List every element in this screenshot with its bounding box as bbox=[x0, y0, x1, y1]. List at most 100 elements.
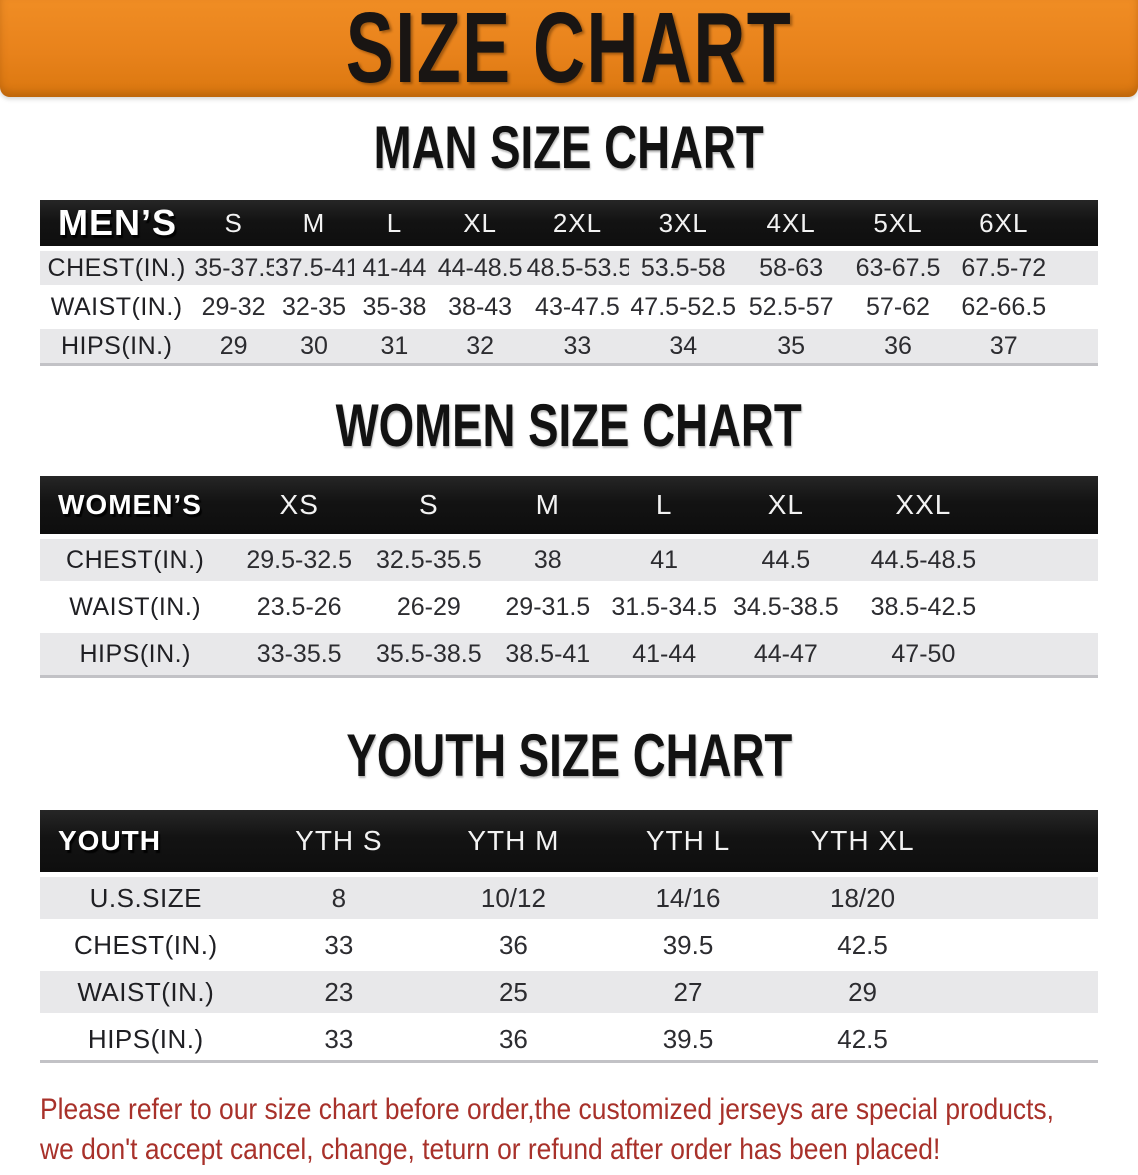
women-group-label: WOMEN’S bbox=[40, 476, 231, 534]
women-size-header: L bbox=[606, 476, 723, 534]
women-chest-row: CHEST(IN.) 29.5-32.5 32.5-35.5 38 41 44.… bbox=[40, 539, 1098, 581]
cell: 44.5 bbox=[722, 539, 850, 581]
cell: 26-29 bbox=[367, 586, 490, 628]
men-size-header: 4XL bbox=[737, 200, 846, 246]
men-size-header: 5XL bbox=[845, 200, 951, 246]
cell: 29-32 bbox=[193, 290, 274, 324]
cell: 38.5-42.5 bbox=[849, 586, 998, 628]
cell: 63-67.5 bbox=[845, 251, 951, 285]
cell: 32-35 bbox=[273, 290, 355, 324]
women-size-table: WOMEN’S XS S M L XL XXL CHEST(IN.) 29.5-… bbox=[40, 471, 1098, 683]
women-size-header: XXL bbox=[849, 476, 998, 534]
cell: 35-37.5 bbox=[193, 251, 274, 285]
cell: 38 bbox=[489, 539, 606, 581]
row-label: WAIST(IN.) bbox=[40, 290, 194, 324]
footer-line-2: we don't accept cancel, change, teturn o… bbox=[40, 1130, 1138, 1170]
cell: 33-35.5 bbox=[230, 633, 368, 678]
cell: 35.5-38.5 bbox=[367, 633, 490, 678]
cell: 44-47 bbox=[722, 633, 850, 678]
spacer-cell bbox=[1056, 200, 1098, 246]
footer-note: Please refer to our size chart before or… bbox=[40, 1090, 1138, 1170]
spacer-cell bbox=[997, 476, 1098, 534]
men-size-header: XL bbox=[434, 200, 526, 246]
cell: 67.5-72 bbox=[950, 251, 1057, 285]
size-chart-banner: SIZE CHART bbox=[0, 0, 1138, 104]
cell: 23 bbox=[251, 971, 427, 1013]
men-hips-row: HIPS(IN.) 29 30 31 32 33 34 35 36 37 bbox=[40, 329, 1098, 366]
spacer-cell bbox=[1056, 251, 1098, 285]
spacer-cell bbox=[949, 877, 1098, 919]
cell: 37 bbox=[950, 329, 1057, 366]
row-label: WAIST(IN.) bbox=[40, 586, 231, 628]
youth-size-header: YTH L bbox=[600, 810, 776, 872]
row-label: CHEST(IN.) bbox=[40, 924, 252, 966]
cell: 36 bbox=[845, 329, 951, 366]
cell: 18/20 bbox=[775, 877, 950, 919]
footer-line-1: Please refer to our size chart before or… bbox=[40, 1090, 1138, 1130]
men-size-header: M bbox=[273, 200, 355, 246]
cell: 36 bbox=[426, 1018, 601, 1063]
row-label: HIPS(IN.) bbox=[40, 1018, 252, 1063]
footer-line-1-text: Please refer to our size chart before or… bbox=[40, 1093, 1054, 1126]
cell: 33 bbox=[525, 329, 630, 366]
cell: 62-66.5 bbox=[950, 290, 1057, 324]
cell: 57-62 bbox=[845, 290, 951, 324]
row-label: WAIST(IN.) bbox=[40, 971, 252, 1013]
spacer-cell bbox=[949, 1018, 1098, 1063]
women-heading-text: WOMEN SIZE CHART bbox=[335, 392, 803, 459]
women-waist-row: WAIST(IN.) 23.5-26 26-29 29-31.5 31.5-34… bbox=[40, 586, 1098, 628]
cell: 14/16 bbox=[600, 877, 776, 919]
men-size-table: MEN’S S M L XL 2XL 3XL 4XL 5XL 6XL CHEST… bbox=[40, 195, 1098, 371]
men-size-header: S bbox=[193, 200, 274, 246]
men-size-header: 3XL bbox=[629, 200, 738, 246]
men-header-row: MEN’S S M L XL 2XL 3XL 4XL 5XL 6XL bbox=[40, 200, 1098, 246]
banner-title: SIZE CHART bbox=[345, 0, 793, 104]
cell: 29 bbox=[193, 329, 274, 366]
spacer-cell bbox=[997, 633, 1098, 678]
men-size-header: 2XL bbox=[525, 200, 630, 246]
spacer-cell bbox=[1056, 290, 1098, 324]
men-size-header: 6XL bbox=[950, 200, 1057, 246]
spacer-cell bbox=[997, 539, 1098, 581]
cell: 52.5-57 bbox=[737, 290, 846, 324]
cell: 27 bbox=[600, 971, 776, 1013]
cell: 29-31.5 bbox=[489, 586, 606, 628]
cell: 39.5 bbox=[600, 1018, 776, 1063]
man-section-heading: MAN SIZE CHART bbox=[0, 114, 1138, 181]
youth-size-header: YTH XL bbox=[775, 810, 950, 872]
cell: 47.5-52.5 bbox=[629, 290, 738, 324]
cell: 31 bbox=[354, 329, 435, 366]
cell: 48.5-53.5 bbox=[525, 251, 630, 285]
cell: 29 bbox=[775, 971, 950, 1013]
cell: 8 bbox=[251, 877, 427, 919]
cell: 42.5 bbox=[775, 924, 950, 966]
youth-size-header: YTH M bbox=[426, 810, 601, 872]
cell: 41-44 bbox=[606, 633, 723, 678]
cell: 29.5-32.5 bbox=[230, 539, 368, 581]
cell: 37.5-41 bbox=[273, 251, 355, 285]
cell: 58-63 bbox=[737, 251, 846, 285]
cell: 31.5-34.5 bbox=[606, 586, 723, 628]
row-label: CHEST(IN.) bbox=[40, 251, 194, 285]
youth-group-label: YOUTH bbox=[40, 810, 252, 872]
cell: 33 bbox=[251, 924, 427, 966]
cell: 44-48.5 bbox=[434, 251, 526, 285]
spacer-cell bbox=[997, 586, 1098, 628]
cell: 35-38 bbox=[354, 290, 435, 324]
spacer-cell bbox=[949, 810, 1098, 872]
men-waist-row: WAIST(IN.) 29-32 32-35 35-38 38-43 43-47… bbox=[40, 290, 1098, 324]
cell: 43-47.5 bbox=[525, 290, 630, 324]
youth-size-table: YOUTH YTH S YTH M YTH L YTH XL U.S.SIZE … bbox=[40, 805, 1098, 1068]
row-label: HIPS(IN.) bbox=[40, 329, 194, 366]
cell: 34.5-38.5 bbox=[722, 586, 850, 628]
man-heading-text: MAN SIZE CHART bbox=[373, 114, 765, 181]
cell: 32.5-35.5 bbox=[367, 539, 490, 581]
cell: 38-43 bbox=[434, 290, 526, 324]
youth-waist-row: WAIST(IN.) 23 25 27 29 bbox=[40, 971, 1098, 1013]
cell: 41 bbox=[606, 539, 723, 581]
cell: 30 bbox=[273, 329, 355, 366]
cell: 38.5-41 bbox=[489, 633, 606, 678]
cell: 41-44 bbox=[354, 251, 435, 285]
women-size-header: S bbox=[367, 476, 490, 534]
youth-section-heading: YOUTH SIZE CHART bbox=[0, 726, 1138, 786]
